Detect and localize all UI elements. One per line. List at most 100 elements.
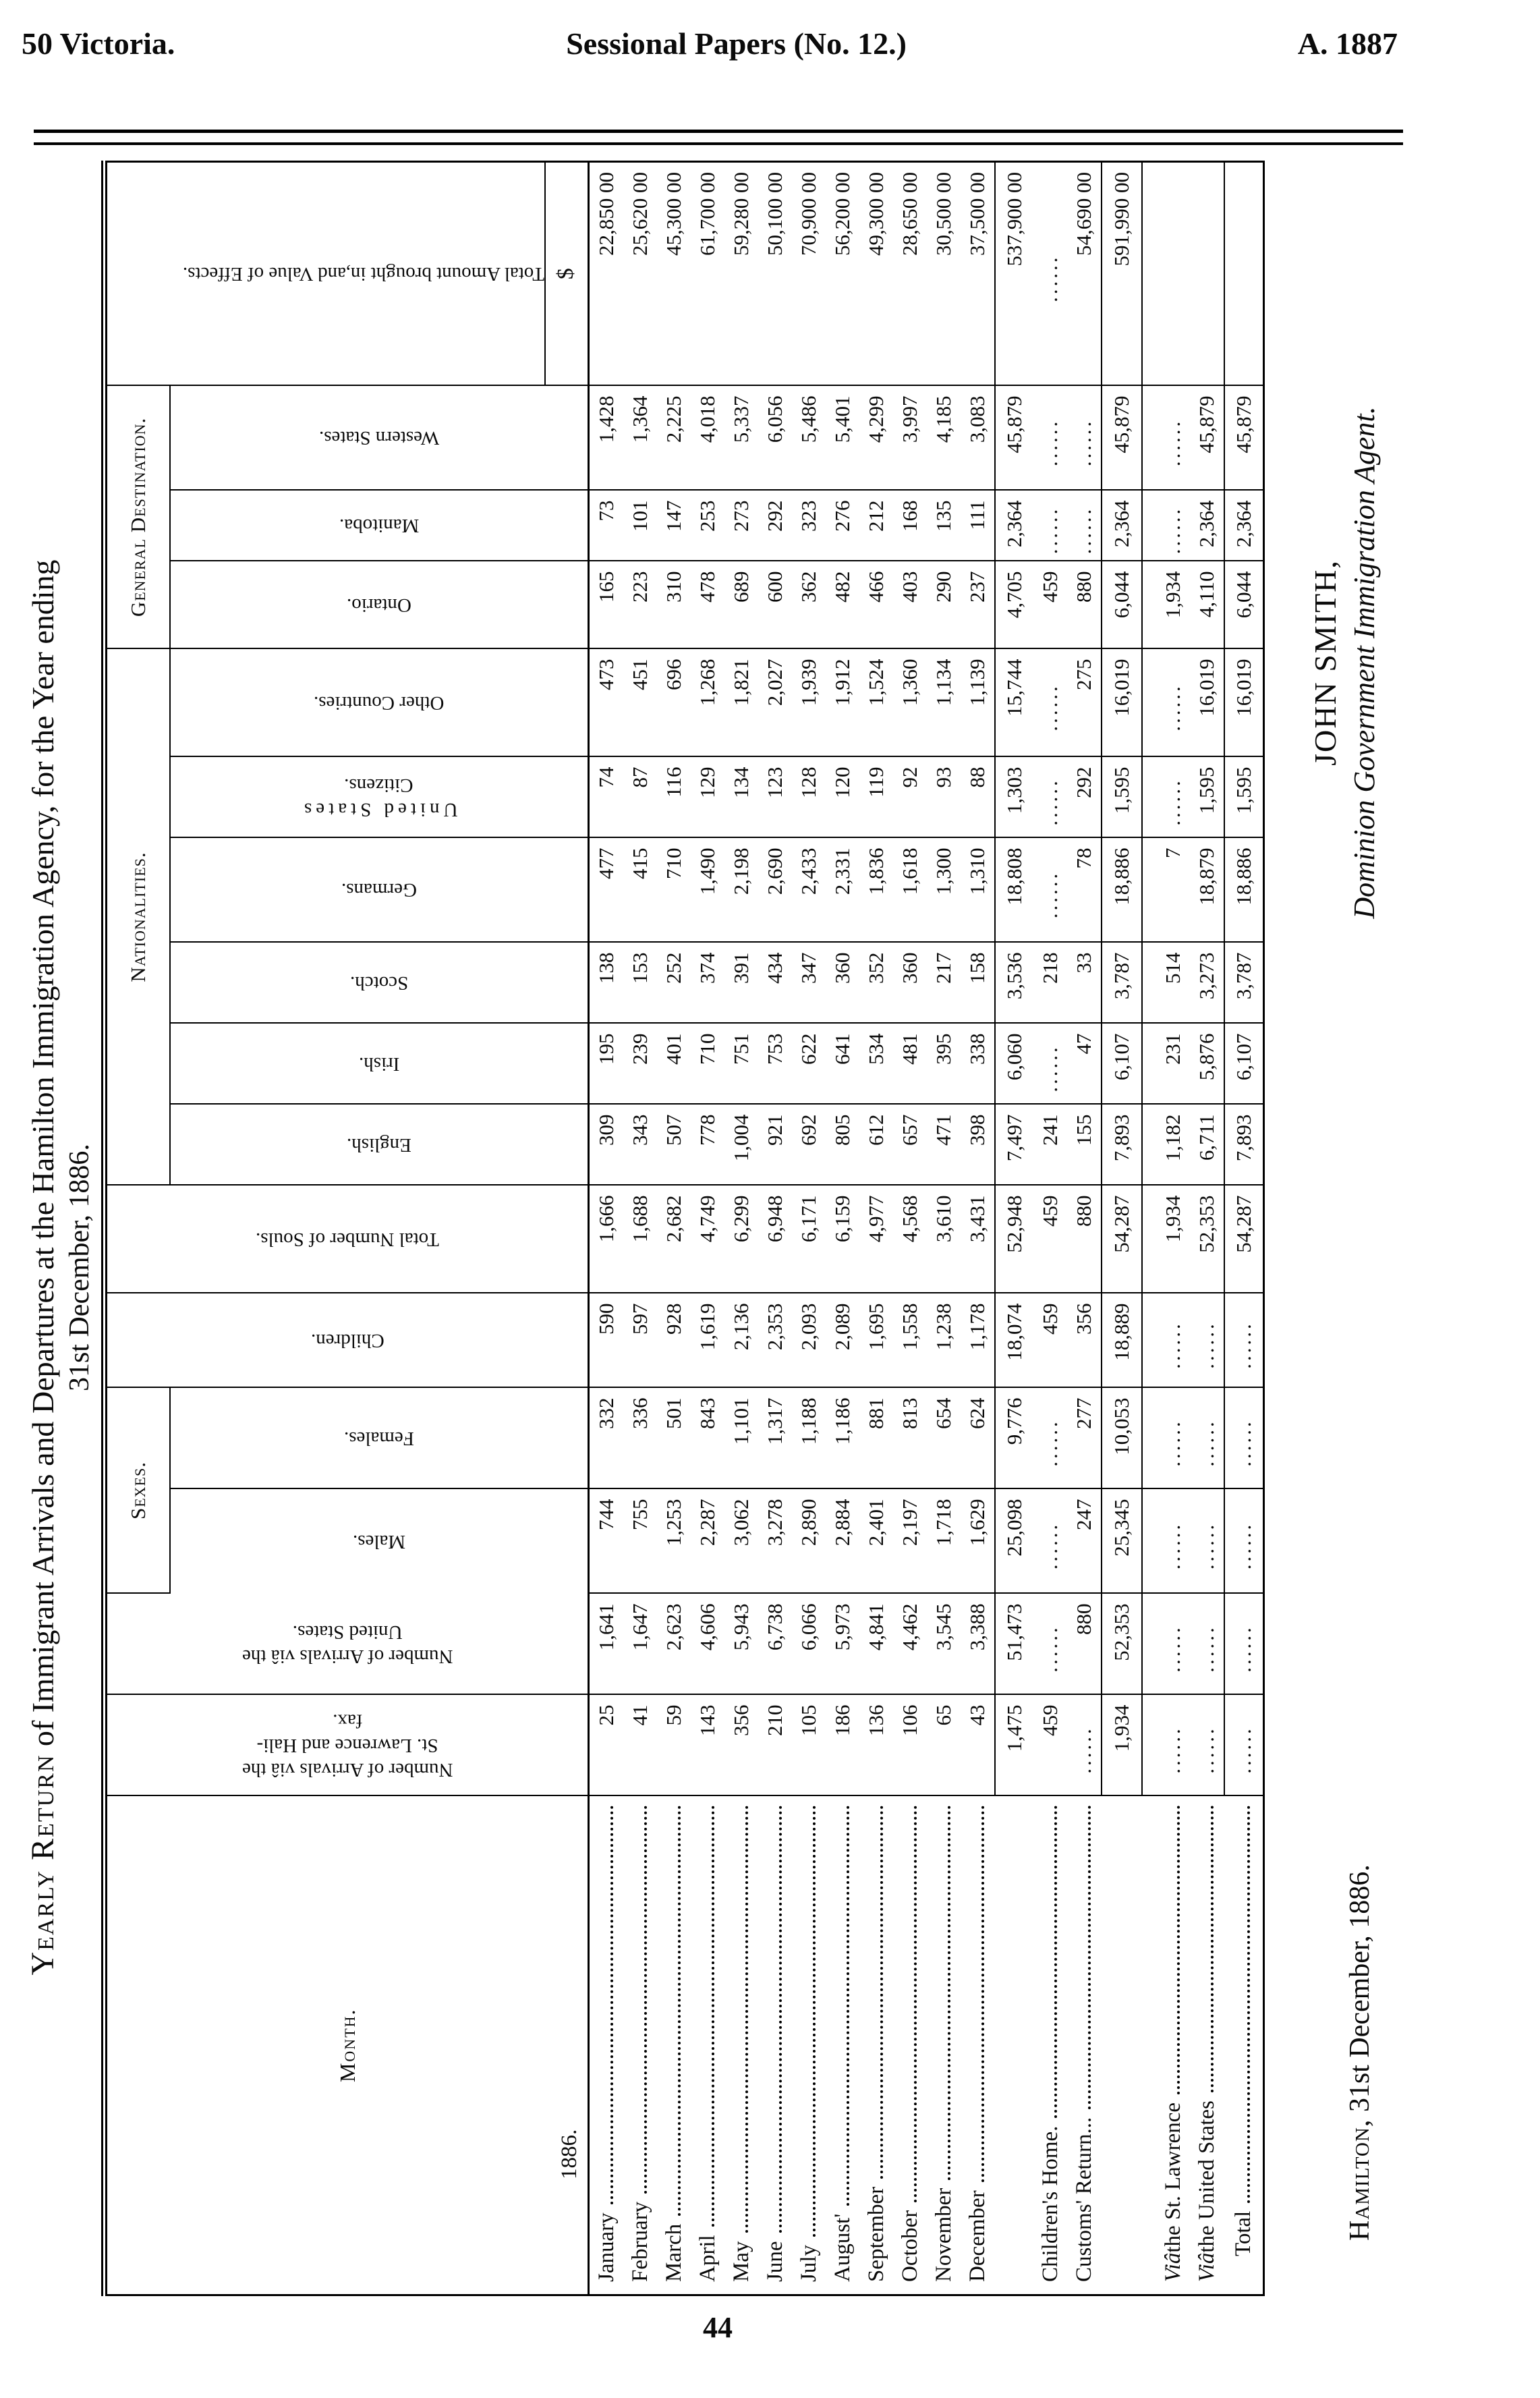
data-cell: 6,711 [1190,1104,1224,1186]
data-cell: 30,500 00 [927,161,961,386]
table-row: Total 54,2877,8936,1073,78718,8861,59516,… [1224,161,1264,2295]
year-label: 1886. [557,2129,581,2179]
data-cell: 6,159 [826,1185,859,1293]
data-cell [1156,1488,1190,1594]
data-cell [1224,1593,1264,1695]
data-cell [1033,490,1067,561]
data-cell: 2,225 [657,385,691,491]
table-title-line2: 31st December, 1886. [64,1144,95,1391]
data-cell: 1,641 [588,1593,623,1695]
data-cell: 87 [623,756,657,838]
data-cell: 52,353 [1102,1593,1142,1695]
data-cell [1033,1593,1067,1695]
data-cell: 1,303 [995,756,1033,838]
data-cell [1156,1387,1190,1489]
data-cell: 4,185 [927,385,961,491]
data-cell: 755 [623,1488,657,1594]
data-cell: 624 [961,1387,995,1489]
data-cell: 116 [657,756,691,838]
data-cell: 3,062 [724,1488,758,1594]
data-cell [1156,385,1190,491]
data-cell: 253 [691,490,724,561]
data-cell: 6,066 [792,1593,826,1695]
table-row: January 25 1,641 744 332 590 1,666 309 195 138 477… [588,161,623,2295]
data-cell: 218 [1033,942,1067,1024]
data-cell: 403 [893,561,927,649]
data-cell: 332 [588,1387,623,1489]
column-header-manitoba: Manitoba. [170,490,589,561]
data-cell: 3,787 [1102,942,1142,1024]
data-cell: 2,884 [826,1488,859,1594]
data-cell: 158 [961,942,995,1024]
data-cell: 4,462 [893,1593,927,1695]
data-cell: 751 [724,1023,758,1105]
data-cell: 61,700 00 [691,161,724,386]
data-cell: 59 [657,1694,691,1796]
row-label: Customs' Return... [1067,1796,1102,2295]
data-cell: 2,401 [859,1488,893,1594]
data-cell: 310 [657,561,691,649]
data-cell: 622 [792,1023,826,1105]
data-cell [1033,648,1067,757]
data-cell [1156,648,1190,757]
data-cell: 4,606 [691,1593,724,1695]
data-cell: 4,977 [859,1185,893,1293]
table-row: July 105 6,066 2,890 1,188 2,093 6,171 692 622 34… [792,161,826,2295]
data-cell: 514 [1156,942,1190,1024]
data-cell: 5,973 [826,1593,859,1695]
data-cell: 4,705 [995,561,1033,649]
data-cell: 1,101 [724,1387,758,1489]
data-cell: 881 [859,1387,893,1489]
data-cell: 921 [758,1104,792,1186]
data-cell: 186 [826,1694,859,1796]
data-cell: 2,287 [691,1488,724,1594]
data-cell: 612 [859,1104,893,1186]
row-label: May [724,1796,758,2295]
data-cell: 1,428 [588,385,623,491]
data-cell: 1,647 [623,1593,657,1695]
data-cell: 928 [657,1293,691,1388]
data-cell: 5,337 [724,385,758,491]
data-cell [1033,385,1067,491]
data-cell: 6,948 [758,1185,792,1293]
data-cell: 18,889 [1102,1293,1142,1388]
data-cell: 4,110 [1190,561,1224,649]
data-cell: 18,074 [995,1293,1033,1388]
data-cell [1190,161,1224,386]
data-cell: 466 [859,561,893,649]
data-cell: 1,595 [1102,756,1142,838]
data-cell: 1,268 [691,648,724,757]
data-cell: 49,300 00 [859,161,893,386]
data-cell [1190,1488,1224,1594]
data-cell [1224,1293,1264,1388]
double-rule [34,130,1403,145]
row-label: September [859,1796,893,2295]
table-row: March 59 2,623 1,253 501 928 2,682 507 401 252 710… [657,161,691,2295]
page-number: 44 [703,2311,733,2344]
data-cell: 1,629 [961,1488,995,1594]
data-cell: 1,934 [1102,1694,1142,1796]
data-cell: 6,107 [1102,1023,1142,1105]
data-cell [1190,1593,1224,1695]
data-cell: 1,178 [961,1293,995,1388]
data-cell: 356 [1067,1293,1102,1388]
data-cell: 143 [691,1694,724,1796]
data-cell: 223 [623,561,657,649]
data-cell: 1,475 [995,1694,1033,1796]
data-cell: 1,595 [1190,756,1224,838]
data-cell: 710 [657,837,691,943]
row-label: Total [1224,1796,1264,2295]
column-header-total-souls: Total Number of Souls. [104,1185,589,1293]
landscape-sheet: Yearly Return of Immigrant Arrivals and … [20,152,1417,2382]
row-label: Children's Home. [1033,1796,1067,2295]
data-cell: 134 [724,756,758,838]
data-cell: 292 [758,490,792,561]
data-cell [1067,1694,1102,1796]
data-cell: 1,695 [859,1293,893,1388]
data-cell: 805 [826,1104,859,1186]
data-cell: 451 [623,648,657,757]
data-cell: 6,107 [1224,1023,1264,1105]
data-cell: 1,688 [623,1185,657,1293]
data-cell: 5,486 [792,385,826,491]
data-cell: 710 [691,1023,724,1105]
